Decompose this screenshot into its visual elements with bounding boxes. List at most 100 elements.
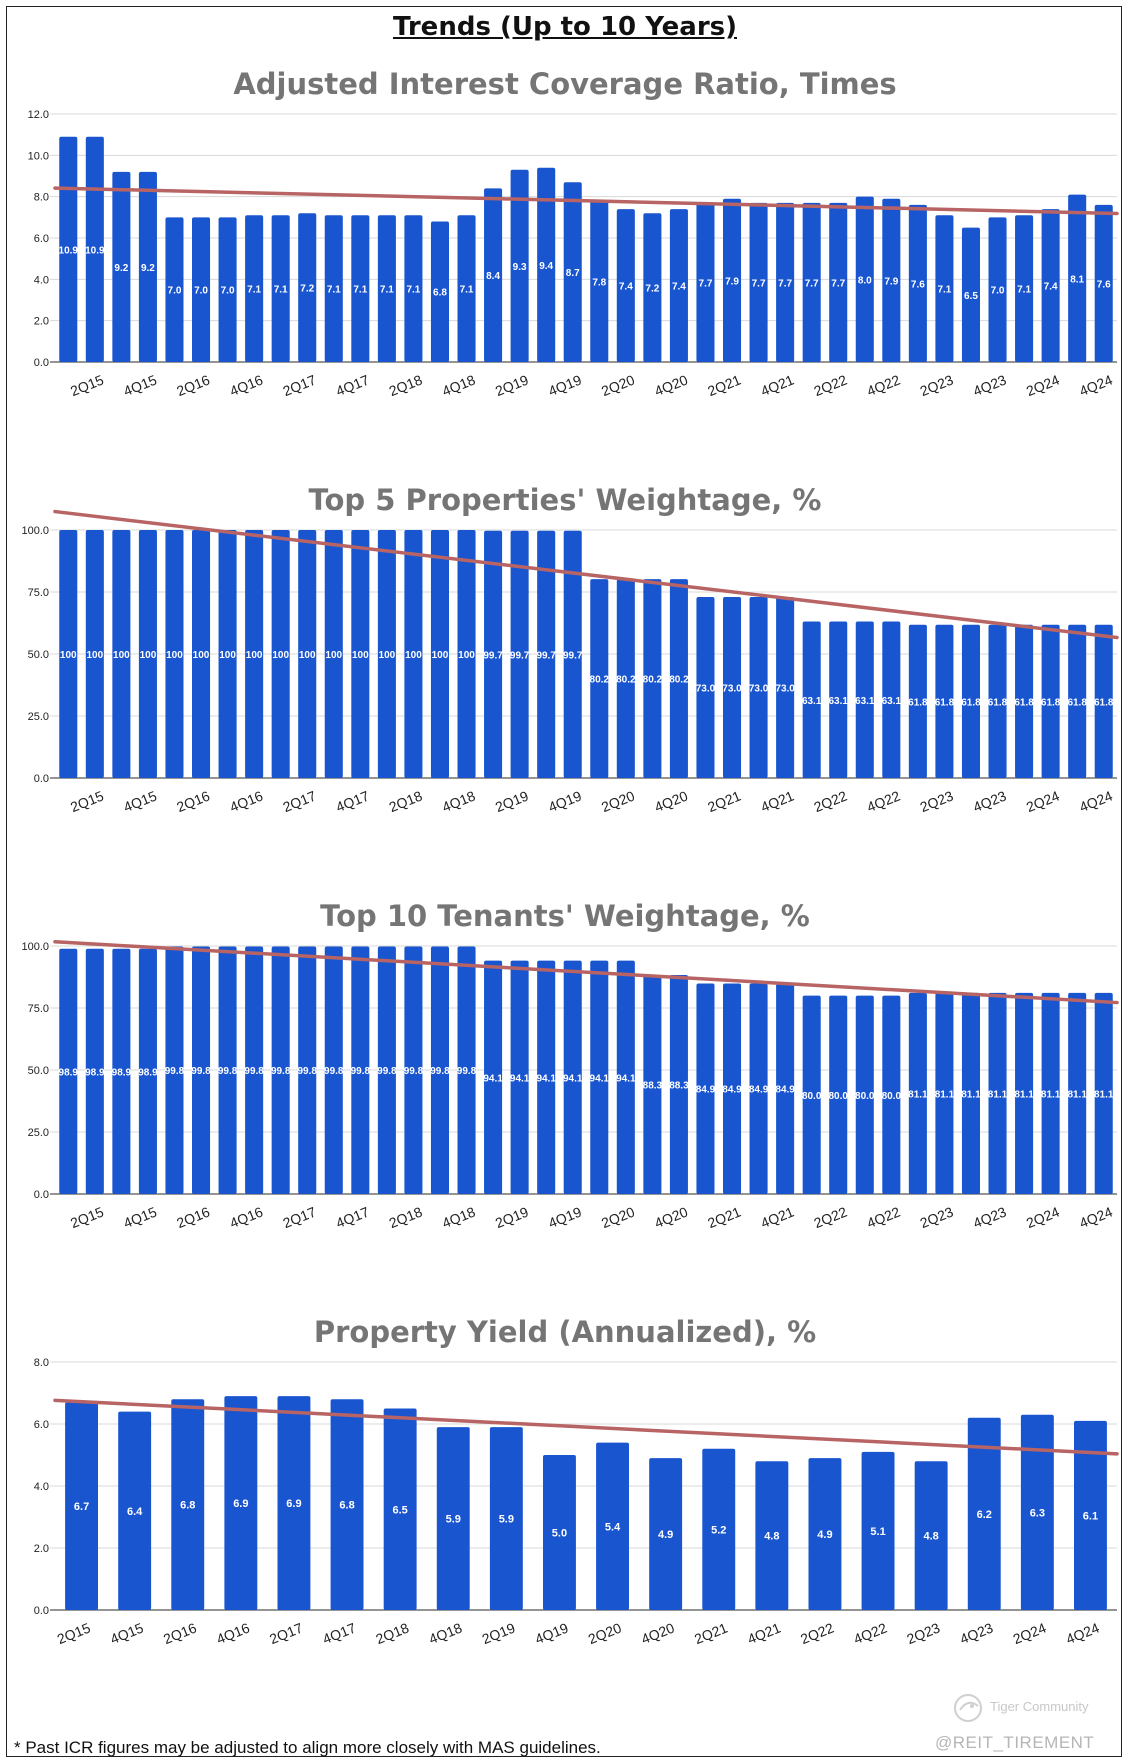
bar	[484, 960, 503, 1194]
bar	[882, 995, 901, 1194]
bar	[829, 202, 848, 362]
data-label: 8.1	[1070, 274, 1084, 285]
data-label: 6.9	[286, 1498, 301, 1510]
x-tick-label: 4Q24	[1077, 787, 1115, 815]
data-label: 9.2	[114, 263, 128, 274]
bar	[298, 946, 317, 1194]
x-tick-label: 4Q15	[108, 1619, 146, 1647]
x-tick-label: 2Q23	[918, 1203, 956, 1231]
bar	[563, 182, 582, 362]
bar	[988, 624, 1007, 778]
bar	[829, 995, 848, 1194]
data-label: 81.1	[935, 1089, 955, 1100]
data-label: 7.1	[380, 285, 394, 296]
bar	[85, 530, 104, 778]
data-label: 9.4	[539, 261, 553, 272]
x-tick-label: 4Q20	[652, 787, 690, 815]
x-tick-label: 2Q20	[599, 1203, 637, 1231]
bar	[596, 1442, 630, 1610]
bar	[616, 960, 635, 1194]
data-label: 5.9	[499, 1514, 514, 1526]
bar	[802, 202, 821, 362]
bar	[457, 215, 476, 362]
data-label: 73.0	[775, 683, 795, 694]
data-label: 100	[325, 650, 342, 661]
x-tick-label: 2Q19	[493, 371, 531, 399]
data-label: 99.8	[377, 1066, 397, 1077]
bar	[722, 983, 742, 1194]
chart-property-yield: Property Yield (Annualized), % 0.0 2.0 4.0 6…	[34, 1315, 1119, 1647]
chart-title: Adjusted Interest Coverage Ratio, Times	[233, 67, 896, 101]
data-label: 80.0	[802, 1091, 822, 1102]
data-label: 7.7	[778, 278, 792, 289]
data-label: 80.2	[669, 675, 689, 686]
chart-interest-coverage: Adjusted Interest Coverage Ratio, Times 0…	[28, 67, 1119, 399]
data-label: 7.4	[672, 282, 686, 293]
bar	[1094, 624, 1113, 778]
data-label: 81.1	[1041, 1089, 1061, 1100]
x-tick-label: 4Q22	[865, 1203, 903, 1231]
bar	[218, 530, 237, 778]
bar	[590, 960, 609, 1194]
y-tick-label: 8.0	[34, 192, 49, 204]
x-tick-label: 2Q24	[1024, 1203, 1062, 1231]
x-tick-label: 4Q21	[758, 371, 796, 399]
bar	[1068, 992, 1087, 1194]
data-label: 100	[405, 650, 422, 661]
data-label: 94.1	[483, 1073, 503, 1084]
x-tick-label: 4Q18	[440, 1203, 478, 1231]
x-tick-label: 2Q17	[280, 1203, 318, 1231]
data-label: 6.8	[180, 1500, 195, 1512]
data-label: 98.9	[112, 1067, 132, 1078]
bar	[749, 983, 768, 1194]
x-tick-label: 2Q19	[480, 1619, 518, 1647]
data-label: 81.1	[1014, 1089, 1034, 1100]
data-label: 7.2	[645, 284, 659, 295]
x-tick-label: 2Q15	[55, 1619, 93, 1647]
x-tick-label: 4Q19	[546, 787, 584, 815]
x-tick-label: 2Q22	[811, 371, 849, 399]
bar	[218, 946, 237, 1194]
bar	[802, 995, 821, 1194]
bar	[855, 621, 874, 778]
bar	[112, 948, 131, 1194]
bar	[298, 213, 317, 362]
data-label: 99.8	[457, 1066, 477, 1077]
x-tick-label: 4Q23	[958, 1619, 996, 1647]
bar	[165, 946, 184, 1194]
data-label: 84.9	[696, 1085, 716, 1096]
y-tick-label: 4.0	[34, 1481, 49, 1493]
x-tick-label: 4Q21	[745, 1619, 783, 1647]
bar	[430, 221, 450, 362]
data-label: 80.2	[616, 675, 636, 686]
data-label: 7.1	[353, 285, 367, 296]
bar	[510, 960, 529, 1194]
bar	[643, 975, 662, 1194]
data-label: 80.2	[590, 675, 610, 686]
data-label: 99.8	[351, 1066, 371, 1077]
x-tick-label: 2Q16	[174, 1203, 212, 1231]
data-label: 63.1	[855, 696, 875, 707]
data-label: 7.0	[221, 286, 235, 297]
x-tick-label: 2Q21	[705, 1203, 743, 1231]
data-label: 7.9	[884, 276, 898, 287]
y-tick-label: 6.0	[34, 233, 49, 245]
chart-title: Property Yield (Annualized), %	[314, 1315, 816, 1349]
data-label: 100	[432, 650, 449, 661]
x-tick-label: 2Q21	[705, 787, 743, 815]
data-label: 84.9	[749, 1085, 769, 1096]
bar	[776, 202, 795, 362]
data-label: 61.8	[961, 697, 981, 708]
x-tick-label: 4Q17	[334, 787, 372, 815]
data-label: 63.1	[828, 696, 848, 707]
data-label: 5.0	[552, 1528, 567, 1540]
bar	[1041, 209, 1060, 362]
y-tick-label: 75.0	[28, 587, 49, 599]
data-label: 7.1	[327, 285, 341, 296]
data-label: 9.2	[141, 263, 155, 274]
bar	[1041, 624, 1060, 778]
bar	[324, 215, 343, 362]
data-label: 81.1	[1067, 1089, 1087, 1100]
bar	[457, 946, 476, 1194]
data-label: 8.4	[486, 271, 500, 282]
